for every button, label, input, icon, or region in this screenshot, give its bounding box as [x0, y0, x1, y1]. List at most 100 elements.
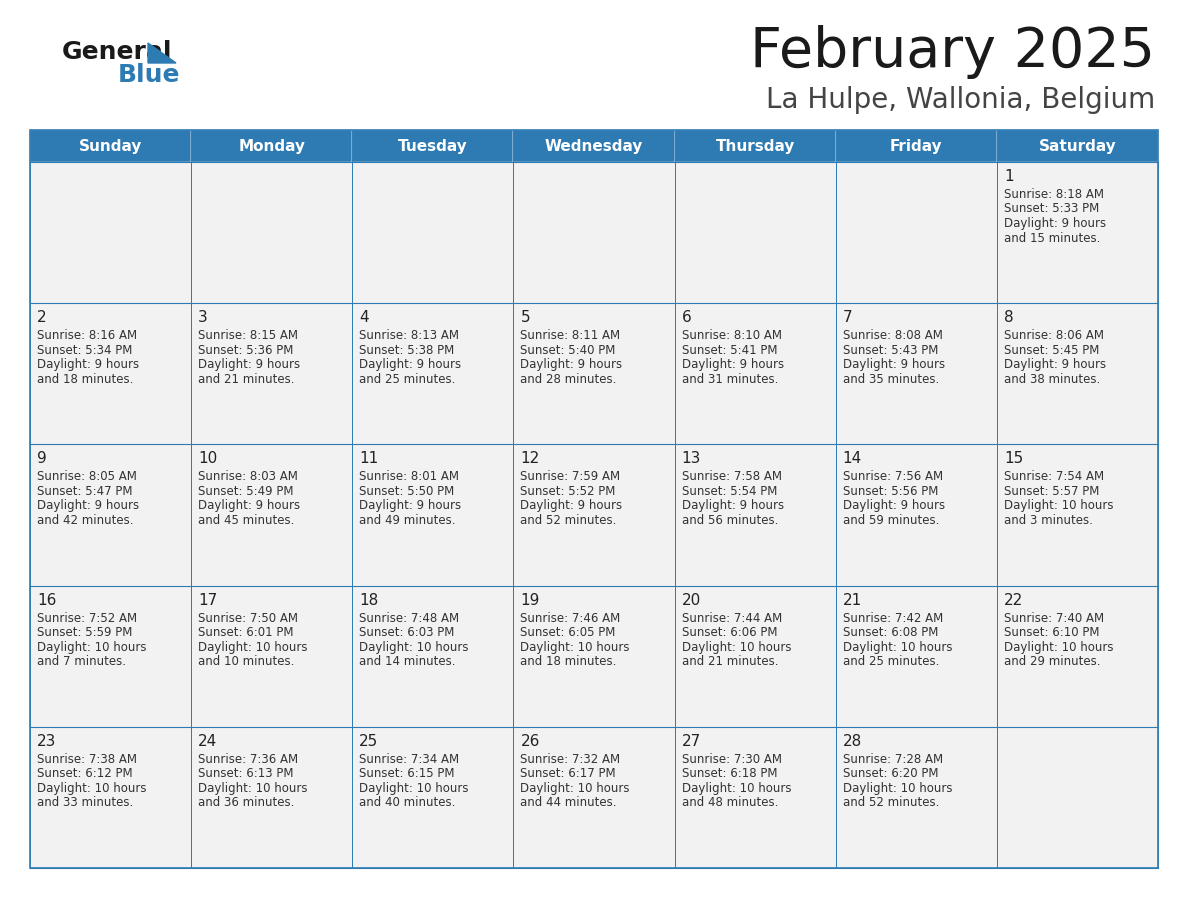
Text: and 38 minutes.: and 38 minutes.	[1004, 373, 1100, 386]
Text: Sunrise: 7:42 AM: Sunrise: 7:42 AM	[842, 611, 943, 624]
Text: and 33 minutes.: and 33 minutes.	[37, 796, 133, 810]
Text: Sunset: 5:45 PM: Sunset: 5:45 PM	[1004, 343, 1099, 357]
Text: Daylight: 9 hours: Daylight: 9 hours	[682, 358, 784, 371]
Bar	[30, 586, 191, 727]
Text: and 56 minutes.: and 56 minutes.	[682, 514, 778, 527]
Text: Sunrise: 7:30 AM: Sunrise: 7:30 AM	[682, 753, 782, 766]
Bar	[513, 727, 675, 868]
Text: and 45 minutes.: and 45 minutes.	[198, 514, 295, 527]
Text: 2: 2	[37, 310, 46, 325]
Text: and 14 minutes.: and 14 minutes.	[359, 655, 456, 668]
Text: Sunrise: 7:59 AM: Sunrise: 7:59 AM	[520, 470, 620, 484]
Text: Sunrise: 8:18 AM: Sunrise: 8:18 AM	[1004, 188, 1104, 201]
Text: Sunset: 5:33 PM: Sunset: 5:33 PM	[1004, 203, 1099, 216]
Bar	[30, 130, 191, 162]
Text: Daylight: 9 hours: Daylight: 9 hours	[1004, 358, 1106, 371]
Text: Daylight: 9 hours: Daylight: 9 hours	[520, 358, 623, 371]
Text: Sunrise: 8:10 AM: Sunrise: 8:10 AM	[682, 330, 782, 342]
Text: 9: 9	[37, 452, 46, 466]
Bar	[513, 130, 675, 162]
Bar	[997, 130, 1158, 162]
Text: and 31 minutes.: and 31 minutes.	[682, 373, 778, 386]
Text: 26: 26	[520, 733, 539, 749]
Text: and 52 minutes.: and 52 minutes.	[842, 796, 939, 810]
Bar	[30, 444, 191, 586]
Text: and 52 minutes.: and 52 minutes.	[520, 514, 617, 527]
Bar	[191, 303, 353, 444]
Text: Daylight: 9 hours: Daylight: 9 hours	[842, 499, 944, 512]
Text: Sunrise: 7:54 AM: Sunrise: 7:54 AM	[1004, 470, 1104, 484]
Bar	[513, 162, 675, 303]
Text: Sunset: 6:12 PM: Sunset: 6:12 PM	[37, 767, 133, 780]
Bar	[675, 130, 835, 162]
Text: Sunrise: 7:36 AM: Sunrise: 7:36 AM	[198, 753, 298, 766]
Text: Sunrise: 8:01 AM: Sunrise: 8:01 AM	[359, 470, 460, 484]
Text: Saturday: Saturday	[1038, 139, 1117, 153]
Text: 27: 27	[682, 733, 701, 749]
Text: Sunrise: 7:52 AM: Sunrise: 7:52 AM	[37, 611, 137, 624]
Text: Daylight: 9 hours: Daylight: 9 hours	[520, 499, 623, 512]
Bar	[353, 162, 513, 303]
Text: Daylight: 10 hours: Daylight: 10 hours	[37, 641, 146, 654]
Text: 4: 4	[359, 310, 369, 325]
Text: Sunset: 6:05 PM: Sunset: 6:05 PM	[520, 626, 615, 639]
Text: Sunset: 5:38 PM: Sunset: 5:38 PM	[359, 343, 455, 357]
Bar	[353, 130, 513, 162]
Text: 5: 5	[520, 310, 530, 325]
Text: Daylight: 9 hours: Daylight: 9 hours	[842, 358, 944, 371]
Text: and 40 minutes.: and 40 minutes.	[359, 796, 456, 810]
Text: and 18 minutes.: and 18 minutes.	[37, 373, 133, 386]
Text: 21: 21	[842, 593, 862, 608]
Text: Daylight: 9 hours: Daylight: 9 hours	[198, 358, 301, 371]
Text: February 2025: February 2025	[750, 25, 1155, 79]
Text: Sunrise: 8:03 AM: Sunrise: 8:03 AM	[198, 470, 298, 484]
Text: and 7 minutes.: and 7 minutes.	[37, 655, 126, 668]
Text: 20: 20	[682, 593, 701, 608]
Text: Thursday: Thursday	[715, 139, 795, 153]
Text: Sunrise: 8:16 AM: Sunrise: 8:16 AM	[37, 330, 137, 342]
Bar	[353, 727, 513, 868]
Text: 23: 23	[37, 733, 56, 749]
Text: and 48 minutes.: and 48 minutes.	[682, 796, 778, 810]
Text: and 21 minutes.: and 21 minutes.	[198, 373, 295, 386]
Text: 8: 8	[1004, 310, 1013, 325]
Bar	[835, 444, 997, 586]
Text: Daylight: 10 hours: Daylight: 10 hours	[198, 782, 308, 795]
Text: Daylight: 9 hours: Daylight: 9 hours	[359, 499, 461, 512]
Text: 6: 6	[682, 310, 691, 325]
Text: La Hulpe, Wallonia, Belgium: La Hulpe, Wallonia, Belgium	[766, 86, 1155, 114]
Text: Sunset: 6:13 PM: Sunset: 6:13 PM	[198, 767, 293, 780]
Text: Sunrise: 7:40 AM: Sunrise: 7:40 AM	[1004, 611, 1104, 624]
Text: 13: 13	[682, 452, 701, 466]
Text: and 44 minutes.: and 44 minutes.	[520, 796, 617, 810]
Bar	[997, 162, 1158, 303]
Text: General: General	[62, 40, 172, 64]
Text: Blue: Blue	[118, 63, 181, 87]
Text: Sunset: 6:08 PM: Sunset: 6:08 PM	[842, 626, 939, 639]
Bar	[353, 303, 513, 444]
Text: Sunrise: 7:56 AM: Sunrise: 7:56 AM	[842, 470, 943, 484]
Text: 16: 16	[37, 593, 56, 608]
Bar	[191, 444, 353, 586]
Bar	[30, 303, 191, 444]
Text: and 49 minutes.: and 49 minutes.	[359, 514, 456, 527]
Text: Sunset: 6:18 PM: Sunset: 6:18 PM	[682, 767, 777, 780]
Text: Daylight: 9 hours: Daylight: 9 hours	[198, 499, 301, 512]
Bar	[30, 162, 191, 303]
Text: 28: 28	[842, 733, 862, 749]
Text: 11: 11	[359, 452, 379, 466]
Bar	[353, 444, 513, 586]
Text: Sunset: 6:10 PM: Sunset: 6:10 PM	[1004, 626, 1099, 639]
Bar	[675, 162, 835, 303]
Bar	[675, 727, 835, 868]
Bar	[997, 303, 1158, 444]
Text: Sunset: 5:56 PM: Sunset: 5:56 PM	[842, 485, 939, 498]
Text: Sunrise: 8:11 AM: Sunrise: 8:11 AM	[520, 330, 620, 342]
Text: Daylight: 10 hours: Daylight: 10 hours	[37, 782, 146, 795]
Bar	[191, 586, 353, 727]
Text: Daylight: 10 hours: Daylight: 10 hours	[198, 641, 308, 654]
Text: Sunrise: 7:38 AM: Sunrise: 7:38 AM	[37, 753, 137, 766]
Bar	[30, 130, 1158, 868]
Bar	[191, 162, 353, 303]
Bar	[513, 303, 675, 444]
